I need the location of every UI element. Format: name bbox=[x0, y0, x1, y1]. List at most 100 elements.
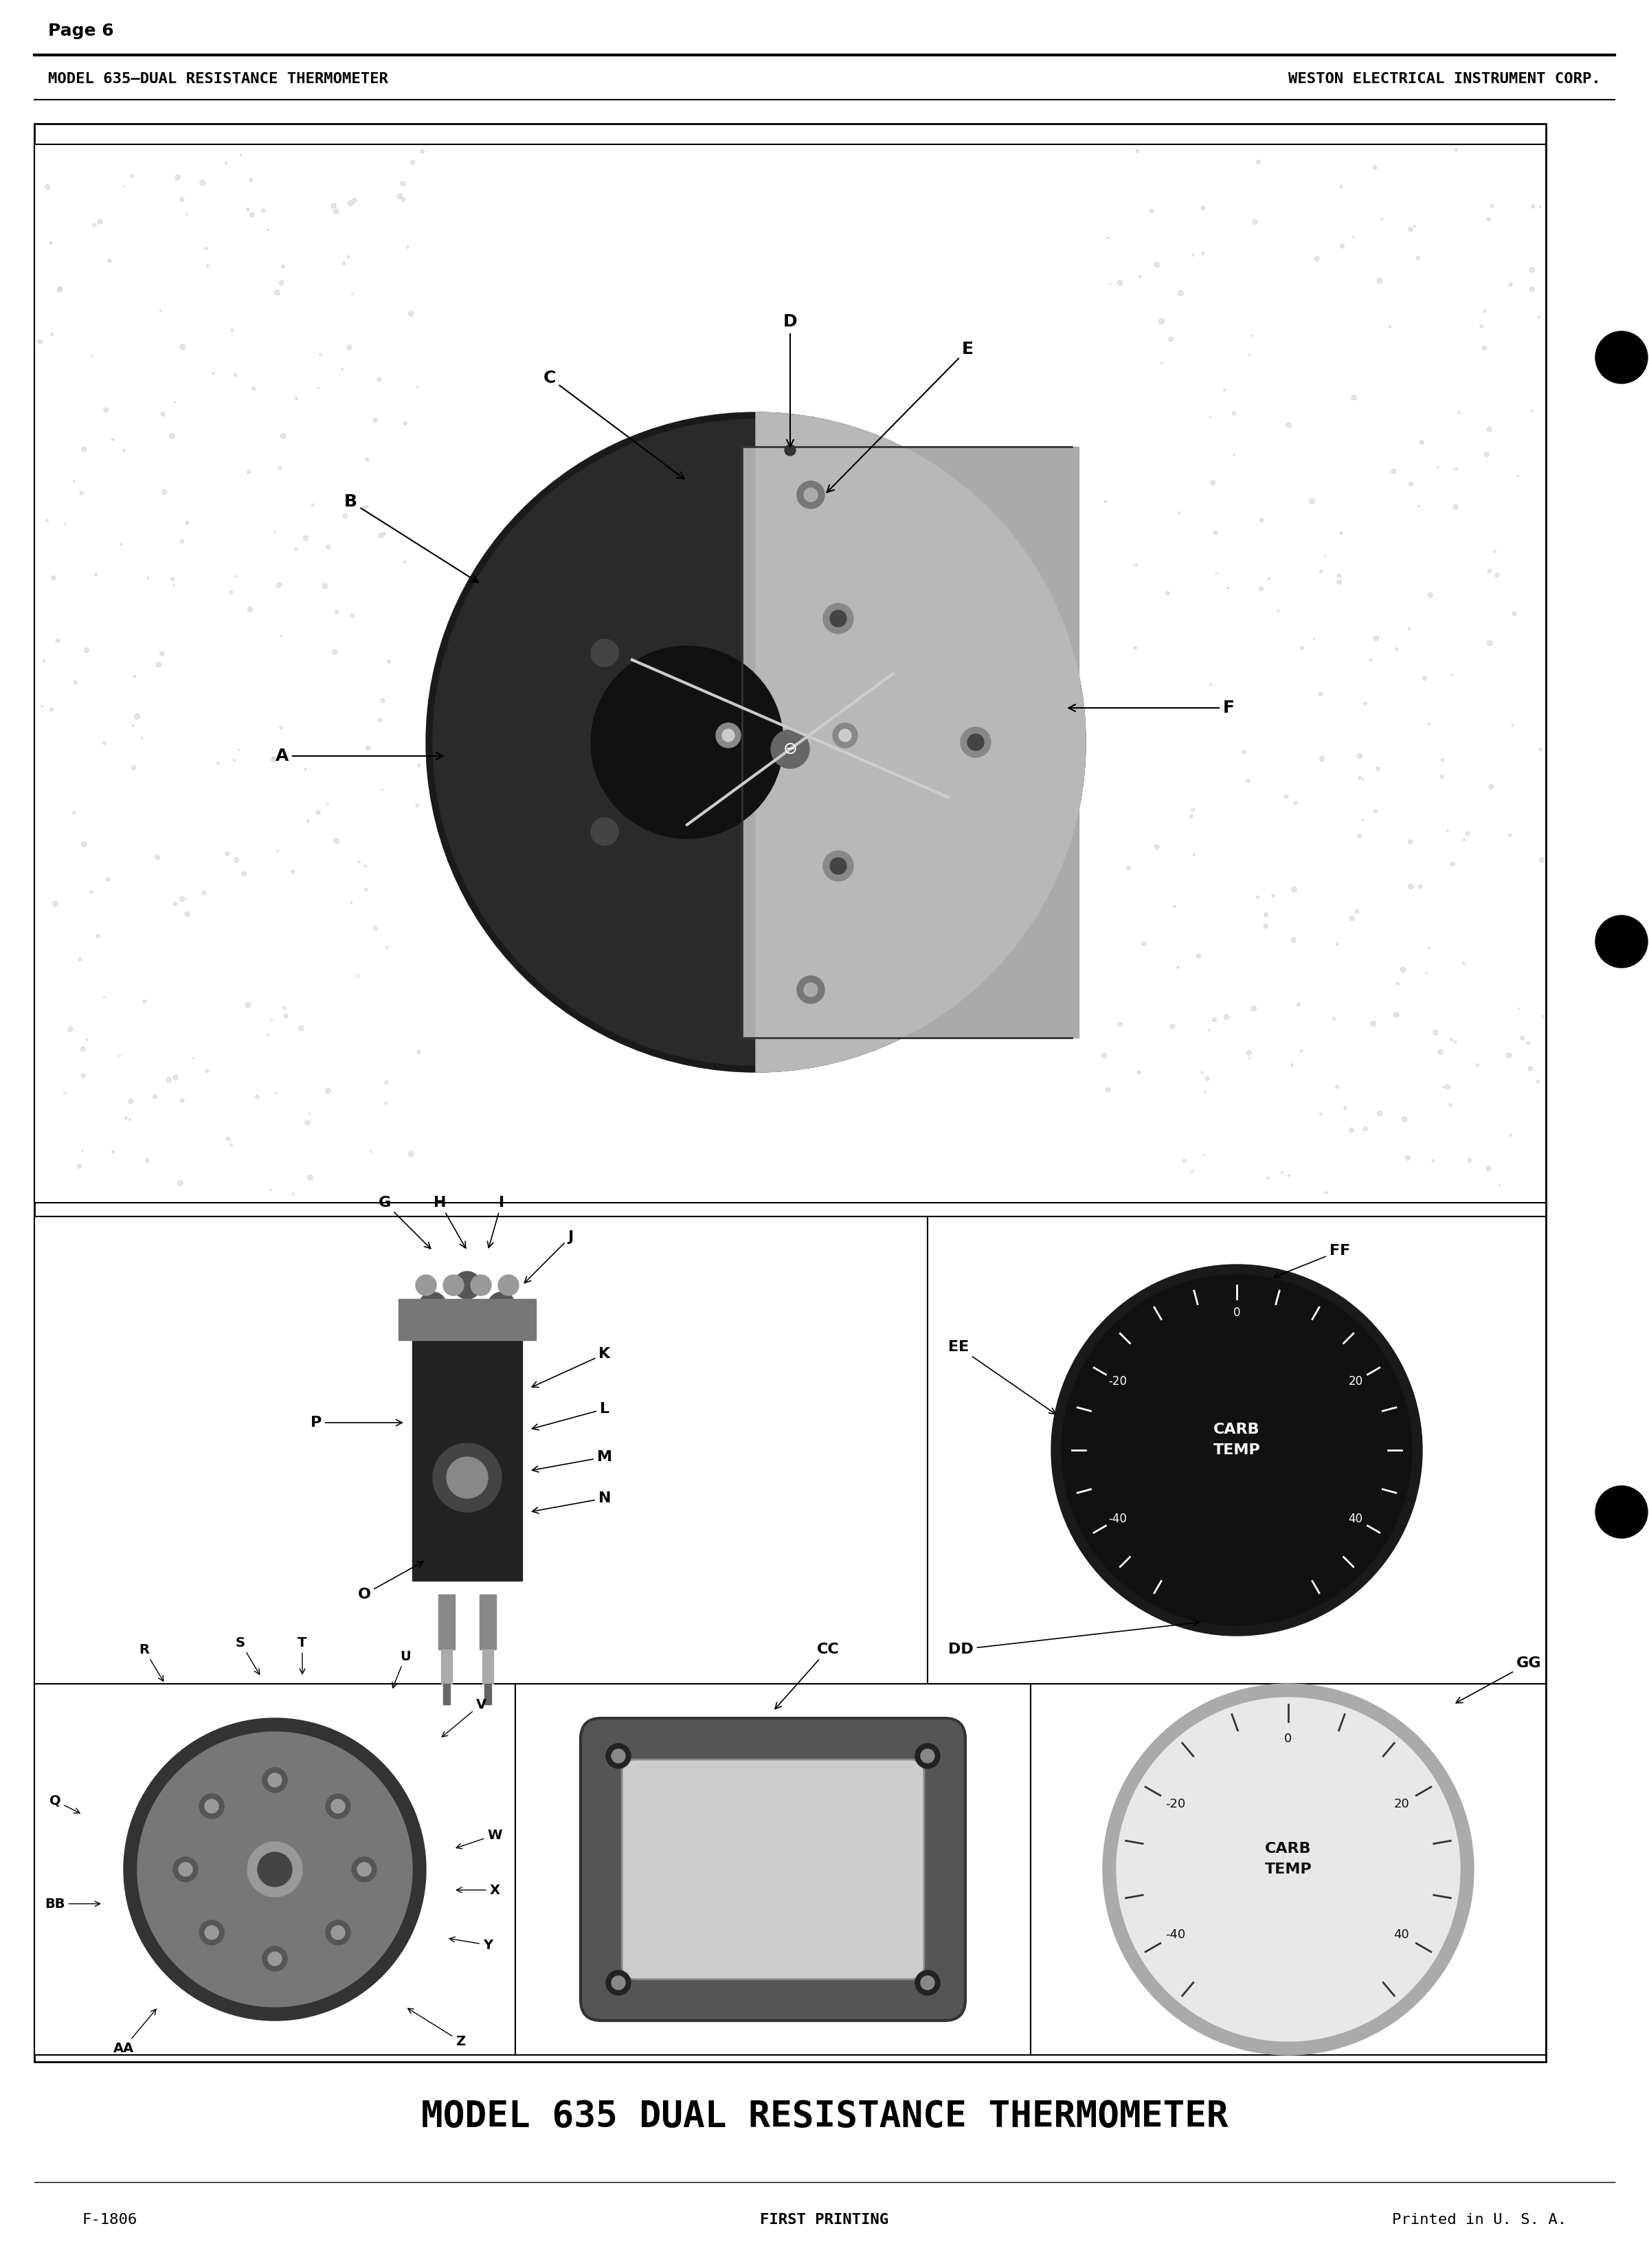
Circle shape bbox=[206, 1068, 209, 1073]
Circle shape bbox=[1454, 467, 1458, 469]
Circle shape bbox=[1482, 347, 1486, 349]
Bar bbox=[444, 1683, 450, 1706]
Circle shape bbox=[1266, 1177, 1270, 1179]
Text: TEMP: TEMP bbox=[1214, 1442, 1260, 1456]
Circle shape bbox=[1200, 206, 1205, 211]
Circle shape bbox=[92, 222, 96, 227]
Circle shape bbox=[333, 651, 338, 655]
Circle shape bbox=[331, 204, 336, 209]
Circle shape bbox=[839, 730, 851, 742]
Circle shape bbox=[796, 975, 824, 1002]
Circle shape bbox=[1454, 1041, 1456, 1043]
Circle shape bbox=[1351, 395, 1357, 399]
Circle shape bbox=[1355, 909, 1359, 914]
Circle shape bbox=[94, 574, 97, 576]
Circle shape bbox=[346, 345, 351, 349]
Circle shape bbox=[51, 333, 53, 336]
Circle shape bbox=[1489, 785, 1494, 789]
Circle shape bbox=[173, 1857, 198, 1882]
Polygon shape bbox=[755, 413, 1085, 1073]
Circle shape bbox=[162, 490, 167, 494]
Circle shape bbox=[81, 1046, 86, 1050]
Text: H: H bbox=[434, 1195, 465, 1247]
Circle shape bbox=[331, 1926, 345, 1939]
Circle shape bbox=[45, 184, 49, 191]
Circle shape bbox=[1291, 1064, 1293, 1066]
Circle shape bbox=[143, 1000, 147, 1002]
Circle shape bbox=[1529, 1066, 1532, 1070]
Bar bbox=[35, 125, 1547, 2062]
Circle shape bbox=[716, 723, 740, 748]
Circle shape bbox=[1224, 1014, 1229, 1021]
Text: P: P bbox=[310, 1415, 402, 1429]
Circle shape bbox=[56, 640, 59, 642]
Circle shape bbox=[180, 1098, 185, 1102]
Circle shape bbox=[58, 288, 63, 293]
Circle shape bbox=[73, 812, 76, 814]
Circle shape bbox=[1509, 284, 1512, 286]
Circle shape bbox=[1468, 1159, 1471, 1161]
Circle shape bbox=[384, 1102, 388, 1105]
Circle shape bbox=[331, 1799, 345, 1812]
Text: AA: AA bbox=[114, 2009, 157, 2055]
Circle shape bbox=[772, 730, 810, 769]
Bar bbox=[927, 1216, 1547, 1683]
Circle shape bbox=[1357, 835, 1362, 837]
Circle shape bbox=[1377, 1111, 1382, 1116]
Circle shape bbox=[284, 1007, 285, 1009]
Text: N: N bbox=[533, 1492, 612, 1513]
Circle shape bbox=[262, 1946, 287, 1971]
Circle shape bbox=[1539, 748, 1542, 751]
Circle shape bbox=[1491, 204, 1494, 209]
Circle shape bbox=[1344, 1107, 1347, 1109]
Circle shape bbox=[303, 535, 308, 540]
Circle shape bbox=[130, 175, 134, 177]
Circle shape bbox=[153, 1095, 157, 1098]
Circle shape bbox=[229, 1143, 233, 1145]
Circle shape bbox=[317, 810, 320, 814]
Circle shape bbox=[180, 896, 185, 900]
Text: CC: CC bbox=[775, 1642, 839, 1708]
Circle shape bbox=[249, 179, 252, 181]
Circle shape bbox=[1487, 426, 1492, 431]
Text: B: B bbox=[345, 494, 478, 583]
Circle shape bbox=[432, 1442, 501, 1513]
Circle shape bbox=[43, 660, 45, 662]
Circle shape bbox=[58, 286, 63, 290]
Circle shape bbox=[1136, 150, 1139, 152]
Circle shape bbox=[1449, 1039, 1453, 1041]
Bar bbox=[35, 1216, 927, 1683]
Circle shape bbox=[348, 256, 350, 259]
Text: BB: BB bbox=[45, 1898, 101, 1910]
Circle shape bbox=[1271, 894, 1275, 898]
Circle shape bbox=[1062, 1275, 1412, 1626]
Text: X: X bbox=[457, 1882, 500, 1896]
Text: 0: 0 bbox=[1233, 1306, 1240, 1320]
Circle shape bbox=[1252, 1005, 1257, 1012]
Circle shape bbox=[242, 871, 246, 875]
Circle shape bbox=[1214, 531, 1217, 535]
Circle shape bbox=[1291, 887, 1296, 891]
Circle shape bbox=[920, 1975, 935, 1989]
Circle shape bbox=[1484, 451, 1489, 456]
Text: Q: Q bbox=[49, 1794, 79, 1812]
Bar bbox=[399, 1300, 536, 1340]
Circle shape bbox=[378, 719, 383, 721]
Circle shape bbox=[1449, 1105, 1453, 1107]
Circle shape bbox=[1453, 503, 1458, 510]
Circle shape bbox=[590, 640, 618, 667]
Circle shape bbox=[1494, 551, 1496, 553]
Circle shape bbox=[1106, 1086, 1110, 1093]
Circle shape bbox=[397, 193, 402, 200]
Polygon shape bbox=[434, 420, 755, 1066]
Circle shape bbox=[1242, 751, 1245, 753]
Circle shape bbox=[348, 200, 353, 206]
Circle shape bbox=[204, 1799, 219, 1812]
Circle shape bbox=[1171, 1025, 1174, 1030]
Circle shape bbox=[307, 821, 310, 823]
Circle shape bbox=[277, 583, 282, 587]
Circle shape bbox=[363, 506, 366, 510]
Circle shape bbox=[1527, 1041, 1530, 1046]
Circle shape bbox=[1126, 866, 1130, 869]
Circle shape bbox=[1257, 896, 1258, 898]
